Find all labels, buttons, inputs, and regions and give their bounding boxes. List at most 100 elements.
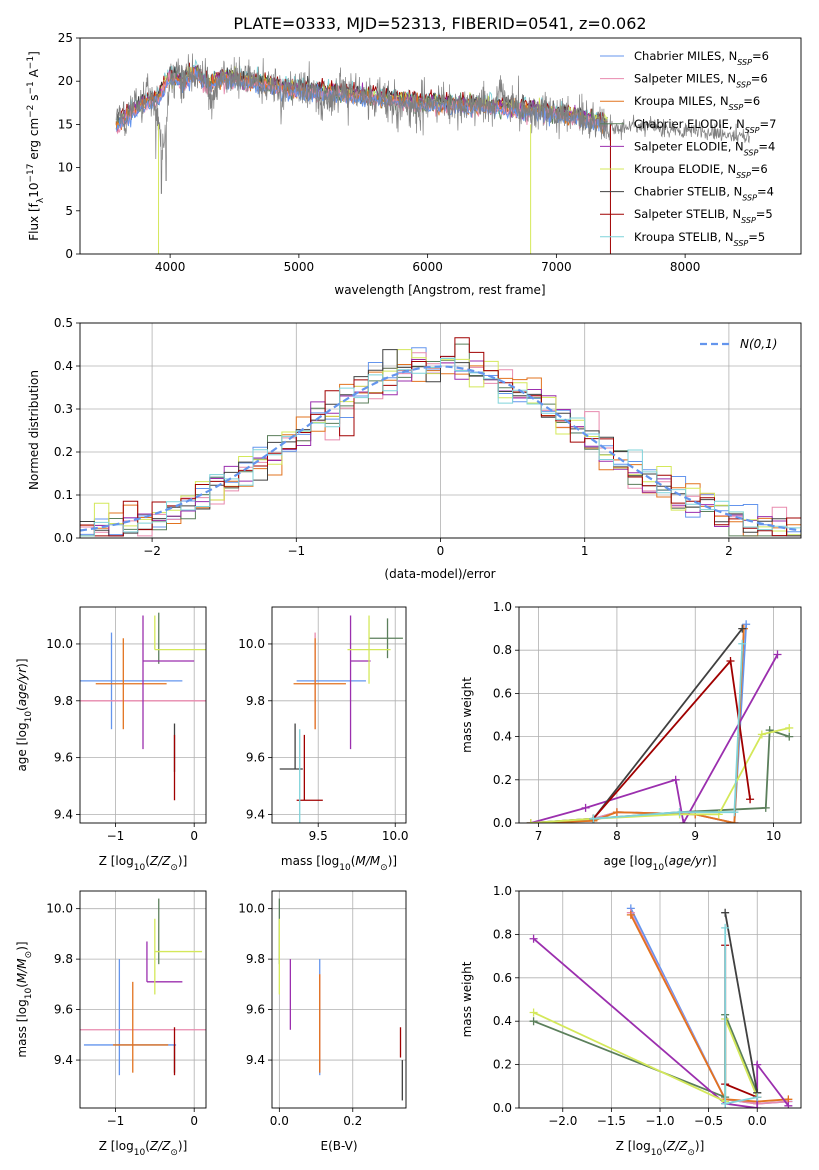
y-tick-label: 0.8 [493,927,512,941]
weight-marker [738,639,747,648]
y-tick-label: 10.0 [238,902,265,916]
spectrum-panel: 4000 5000 6000 7000 8000 0 5 10 15 20 25 wavelength… [26,31,802,297]
label-part: ( [15,983,29,988]
weight-marker [679,819,688,823]
y-tick-label: 0.3 [54,402,73,416]
y-axis-label: age [log10(age/yr)] [15,658,34,771]
weight-marker [589,814,598,823]
label-part: −1 [26,81,36,94]
legend-text: =5 [756,207,773,221]
label-part: Z/Z [149,1139,171,1153]
legend-text: =4 [758,139,775,153]
weight-marker [730,808,739,817]
weight-marker [675,808,684,817]
label-part: s [27,95,41,105]
observed-spectrum-line [115,53,750,194]
x-axis-label: wavelength [Angstrom, rest frame] [334,283,545,297]
weight-vs-metallicity-panel: −2.0 −1.5 −1.0 −0.5 0.0 0.0 0.2 0.4 0.6 0.8 1.0 Z [… [460,884,802,1158]
figure-title: PLATE=0333, MJD=52313, FIBERID=0541, z=0… [233,14,646,33]
weight-marker [742,620,751,629]
y-tick-label: 1.0 [493,884,512,898]
label-part: )] [707,854,716,868]
label-part: 10 [24,711,34,723]
label-part: 10 [653,863,665,873]
label-part: )] [178,1139,187,1153]
x-axis-label: Z [log10(Z/Z⊙)] [99,854,188,873]
plot-area [115,53,750,254]
weight-marker [529,934,538,943]
legend-text: =6 [751,162,768,176]
axes-frame [271,606,407,824]
legend-entry: Kroupa MILES, NSSP=6 [634,94,760,112]
label-part: Z [log [99,1139,134,1153]
plot-area [80,337,801,538]
label-part: Flux [f [27,202,41,240]
legend-text: =5 [748,230,765,244]
y-tick-label: 9.4 [246,807,265,821]
label-part: mass weight [460,961,474,1037]
label-part: 10 [651,1148,663,1158]
weight-marker [726,657,735,665]
y-tick-label: 25 [58,31,73,45]
label-part: ( [662,1139,667,1153]
weight-series-line [724,927,758,1105]
y-tick-label: 9.4 [54,1053,73,1067]
x-tick-label: 9.5 [309,829,328,843]
x-tick-label: 4000 [155,260,186,274]
label-part: ( [351,854,356,868]
plot-area [80,898,206,1076]
y-tick-label: 0.4 [493,730,512,744]
mass-vs-metallicity-panel: −1 09.49.69.810.0Z [log10(Z/Z⊙)]mass [log… [15,890,207,1158]
y-tick-label: 10.0 [238,637,265,651]
legend-sub: SSP [742,193,757,202]
legend-entry: Kroupa STELIB, NSSP=5 [634,230,765,248]
legend-text: Kroupa ELODIE, N [634,162,736,176]
y-axis-label: Flux [fλ10−17 erg cm−2 s−1 A−1] [26,51,46,241]
y-tick-label: 0.6 [493,686,512,700]
weight-marker [721,923,730,932]
weight-series-line [530,727,790,823]
x-tick-label: 0 [190,1114,198,1128]
y-tick-label: 0.2 [493,1058,512,1072]
label-part: Z [log [99,854,134,868]
legend-entry: Kroupa ELODIE, NSSP=6 [634,162,768,180]
y-tick-label: 0 [65,247,73,261]
label-part: ] [27,51,41,56]
axes-frame [79,37,802,255]
weight-marker [626,910,635,919]
x-tick-label: 10 [766,829,781,843]
x-tick-label: 1 [581,544,589,558]
label-part: mass [log [281,854,339,868]
mass-vs-extinction-panel: 0.0 0.2 9.4 9.6 9.8 10.0 E(B-V) [238,890,407,1153]
x-tick-label: 9 [691,829,699,843]
label-part: ⊙ [170,1148,178,1158]
label-part: Z/Z [149,854,171,868]
weight-marker [785,723,794,732]
label-part: λ [36,197,46,203]
gaussian-curve [80,365,801,532]
x-tick-label: 7000 [541,260,572,274]
x-tick-label: −1 [107,829,125,843]
y-tick-label: 0.4 [493,1014,512,1028]
axes-frame [79,322,802,539]
label-part: 10 [24,988,34,1000]
weight-marker [721,908,730,917]
y-tick-label: 9.8 [54,952,73,966]
y-axis-label: Normed distribution [27,370,41,490]
weight-series-line [530,628,745,823]
weight-series-line [533,1014,759,1099]
axes-frame [79,890,207,1109]
weight-series-line [592,628,744,820]
label-part: ⊙ [24,951,34,959]
y-tick-label: 0.8 [493,643,512,657]
y-tick-label: 10 [58,161,73,175]
axes-frame [79,606,207,824]
label-part: E(B-V) [320,1139,357,1153]
x-tick-label: 6000 [412,260,443,274]
label-part: age/yr [15,667,29,706]
grid [519,606,801,824]
weight-series-line [533,1011,759,1103]
legend-entry: Chabrier ELODIE, NSSP=7 [634,117,776,135]
weight-marker [757,730,766,739]
weight-series-line [533,938,790,1108]
